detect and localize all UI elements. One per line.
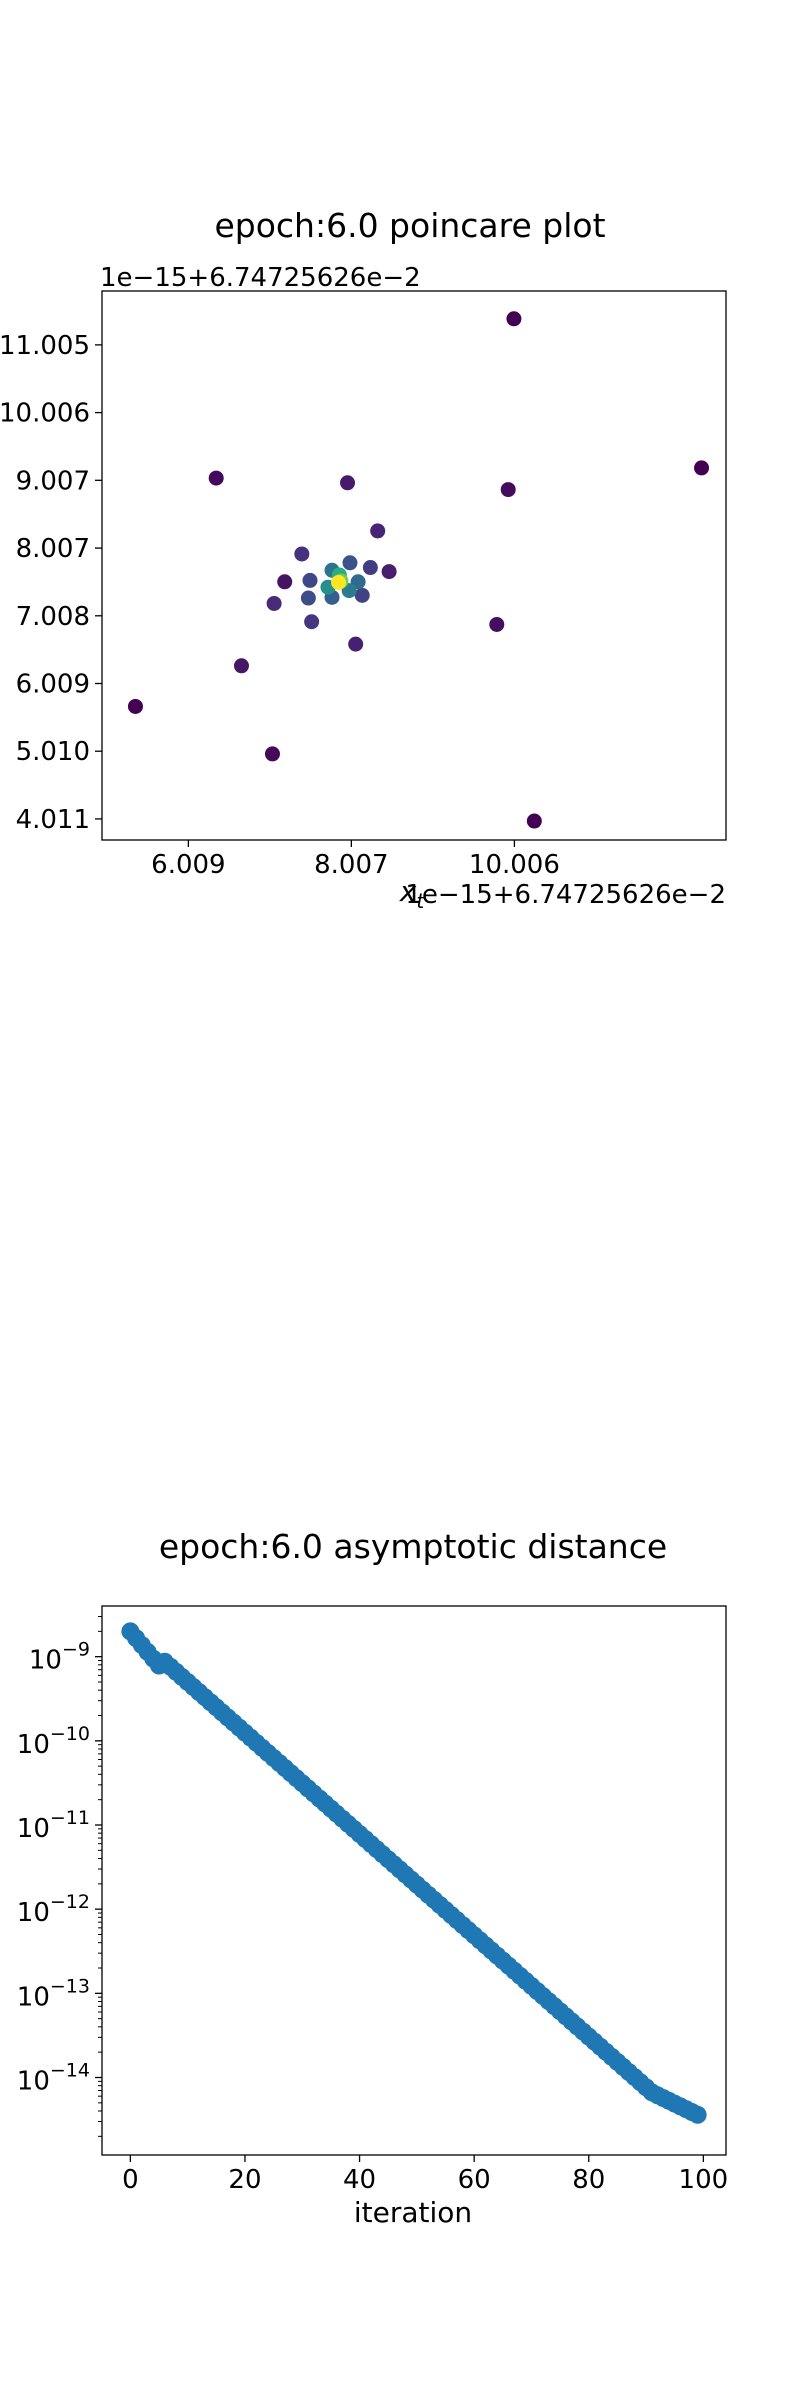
x-tick-label: 0 — [122, 2165, 139, 2195]
data-point — [526, 813, 542, 829]
y-offset-label: 1e−15+6.74725626e−2 — [100, 263, 421, 293]
y-tick-label: 7.008 — [16, 602, 90, 632]
y-tick-label: 10−14 — [17, 2059, 90, 2096]
y-tick-label: 4.011 — [16, 805, 90, 835]
data-point — [266, 595, 282, 611]
data-point — [277, 574, 293, 590]
y-tick-label: 9.007 — [16, 466, 90, 496]
data-point — [381, 564, 397, 580]
data-point — [489, 616, 505, 632]
x-tick-label: 100 — [679, 2165, 729, 2195]
data-point — [348, 636, 364, 652]
x-tick-label: 60 — [458, 2165, 491, 2195]
data-point — [340, 475, 356, 491]
data-point — [500, 482, 516, 498]
x-offset-label: 1e−15+6.74725626e−2 — [405, 880, 726, 910]
x-axis-label: xt — [399, 875, 426, 913]
data-point — [300, 590, 316, 606]
x-tick-label: 10.006 — [469, 850, 560, 880]
x-axis-label: iteration — [354, 2196, 472, 2229]
y-tick-label: 10−11 — [17, 1807, 90, 1844]
data-point — [304, 614, 320, 630]
data-point — [370, 523, 386, 539]
chart-title: epoch:6.0 asymptotic distance — [159, 1527, 667, 1566]
x-tick-label: 6.009 — [151, 850, 225, 880]
poincare-chart: epoch:6.0 poincare plot 1e−15+6.74725626… — [0, 206, 727, 913]
y-tick-label: 10.006 — [0, 399, 90, 429]
asymptotic-distance-chart: epoch:6.0 asymptotic distance 0 20 40 60 80 1… — [17, 1527, 729, 2229]
data-point — [354, 587, 370, 603]
data-point — [331, 574, 347, 590]
x-tick-label: 80 — [572, 2165, 605, 2195]
y-tick-label: 8.007 — [16, 534, 90, 564]
data-point — [688, 2105, 707, 2124]
data-point — [694, 460, 710, 476]
x-tick-label: 8.007 — [314, 850, 388, 880]
y-tick-label: 5.010 — [16, 737, 90, 767]
data-point — [342, 555, 358, 571]
y-tick-label: 6.009 — [16, 670, 90, 700]
y-tick-label: 11.005 — [0, 331, 90, 361]
y-tick-label: 10−10 — [17, 1723, 90, 1760]
y-tick-label: 10−13 — [17, 1975, 90, 2012]
data-point — [362, 560, 378, 576]
x-tick-label: 20 — [228, 2165, 261, 2195]
y-tick-label: 10−9 — [29, 1639, 90, 1676]
plot-frame — [101, 1605, 727, 2156]
data-point — [506, 311, 522, 327]
data-point — [127, 698, 143, 714]
data-point — [264, 746, 280, 762]
y-tick-label: 10−12 — [17, 1891, 90, 1928]
plot-frame — [101, 290, 727, 841]
data-point — [294, 546, 310, 562]
data-point — [302, 572, 318, 588]
data-point — [233, 658, 249, 674]
x-tick-label: 40 — [343, 2165, 376, 2195]
chart-title: epoch:6.0 poincare plot — [214, 206, 605, 245]
data-point — [208, 470, 224, 486]
